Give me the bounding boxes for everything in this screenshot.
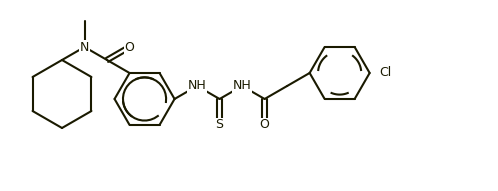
Text: NH: NH	[188, 79, 207, 92]
Text: O: O	[259, 118, 269, 131]
Text: NH: NH	[233, 79, 251, 92]
Text: O: O	[124, 40, 134, 53]
Text: S: S	[216, 118, 224, 131]
Text: N: N	[80, 40, 89, 53]
Text: Cl: Cl	[379, 66, 392, 79]
